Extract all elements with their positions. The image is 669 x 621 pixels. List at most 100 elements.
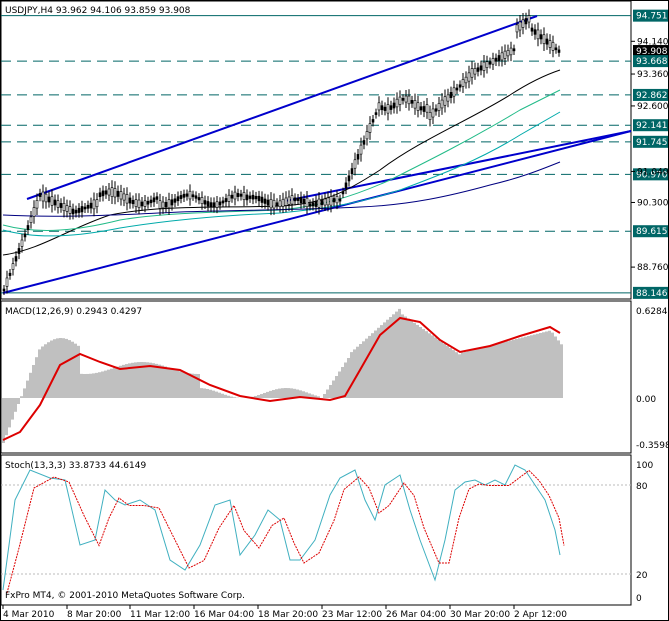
level-label-bg xyxy=(633,286,668,299)
candle-body xyxy=(206,201,210,207)
time-tick-label: 11 Mar 12:00 xyxy=(130,610,190,620)
candle-body xyxy=(116,190,120,197)
macd-bar xyxy=(71,341,74,398)
candle-body xyxy=(107,188,111,196)
macd-bar xyxy=(146,362,149,398)
macd-bar xyxy=(263,392,266,398)
macd-bar xyxy=(131,362,134,398)
macd-bar xyxy=(125,364,128,398)
level-label: 91.745 xyxy=(636,138,668,148)
macd-bar xyxy=(299,390,302,398)
level-label: 94.751 xyxy=(636,12,668,22)
macd-bar xyxy=(398,308,401,398)
candle-body xyxy=(17,248,21,254)
macd-bar xyxy=(368,335,371,398)
price-tick-label: 94.140 xyxy=(637,37,669,47)
macd-bar xyxy=(212,390,215,398)
candle-body xyxy=(308,203,312,207)
macd-bar xyxy=(203,388,206,398)
candle-body xyxy=(71,208,75,215)
price-tick-label: 88.760 xyxy=(637,263,669,273)
candle-body xyxy=(182,193,186,198)
price-panel-frame xyxy=(0,0,632,300)
macd-bar xyxy=(341,367,344,398)
macd-bar xyxy=(176,370,179,398)
macd-bar xyxy=(293,388,296,398)
macd-bar xyxy=(371,333,374,398)
candle-body xyxy=(554,47,558,51)
candle-body xyxy=(29,216,33,223)
candle-body xyxy=(77,207,81,213)
candle-body xyxy=(254,195,258,200)
macd-bar xyxy=(143,362,146,398)
candle-body xyxy=(134,199,138,207)
macd-bar xyxy=(536,333,539,398)
macd-bar xyxy=(104,370,107,398)
macd-bar xyxy=(344,362,347,398)
candle-body xyxy=(461,79,465,87)
candle-body xyxy=(32,207,36,217)
candles xyxy=(2,9,561,295)
macd-bar xyxy=(527,336,530,398)
candle-body xyxy=(209,202,213,208)
candle-body xyxy=(527,15,531,23)
level-label: 93.668 xyxy=(636,57,668,67)
candle-body xyxy=(545,38,549,45)
macd-bar xyxy=(404,316,407,398)
macd-panel[interactable]: MACD(12,26,9) 0.2943 0.4297 0.6284 0.00 … xyxy=(0,300,669,454)
macd-bar xyxy=(494,344,497,398)
macd-bar xyxy=(113,367,116,398)
macd-bar xyxy=(233,397,236,398)
macd-bar xyxy=(374,330,377,398)
stoch-signal-line xyxy=(6,469,565,594)
candle-body xyxy=(137,199,141,208)
macd-bar xyxy=(89,373,92,398)
macd-bar xyxy=(425,331,428,398)
candle-body xyxy=(383,106,387,111)
candle-body xyxy=(299,197,303,204)
candle-body xyxy=(293,197,297,202)
macd-bar xyxy=(260,394,263,398)
macd-bar xyxy=(401,314,404,398)
candle-body xyxy=(368,123,372,133)
candle-body xyxy=(245,194,249,201)
macd-bar xyxy=(197,373,200,398)
candle-body xyxy=(437,103,441,111)
stoch-scale-100: 100 xyxy=(636,461,653,471)
candle-body xyxy=(50,196,54,206)
candle-body xyxy=(224,198,228,203)
candle-body xyxy=(215,201,219,208)
candle-body xyxy=(38,193,42,197)
level-label: 90.970 xyxy=(636,170,668,180)
candle-body xyxy=(494,57,498,62)
stoch-scale-0: 0 xyxy=(636,594,642,604)
candle-body xyxy=(35,200,39,209)
candle-body xyxy=(479,65,483,71)
level-label: 93.908 xyxy=(636,47,668,57)
candle-body xyxy=(347,175,351,182)
trend-line[interactable] xyxy=(2,130,632,294)
trend-line[interactable] xyxy=(26,15,538,200)
candle-body xyxy=(518,21,522,31)
candle-body xyxy=(185,193,189,197)
macd-bar xyxy=(485,346,488,398)
macd-bar xyxy=(422,329,425,398)
price-panel-title: USDJPY,H4 93.962 94.106 93.859 93.908 xyxy=(5,6,191,16)
macd-bar xyxy=(155,363,158,398)
macd-bar xyxy=(53,339,56,398)
macd-bar xyxy=(308,393,311,398)
macd-bar xyxy=(464,351,467,398)
macd-bar xyxy=(38,349,41,398)
candle-body xyxy=(416,102,420,111)
candle-body xyxy=(152,197,156,203)
macd-bar xyxy=(230,396,233,398)
candle-body xyxy=(104,190,108,195)
level-label-bg xyxy=(633,135,668,148)
candle-body xyxy=(68,206,72,214)
candle-body xyxy=(20,239,24,247)
candle-body xyxy=(242,192,246,200)
stoch-panel[interactable]: Stoch(13,3,3) 33.8733 44.6149 100 80 20 … xyxy=(0,454,653,606)
macd-bar xyxy=(500,342,503,398)
